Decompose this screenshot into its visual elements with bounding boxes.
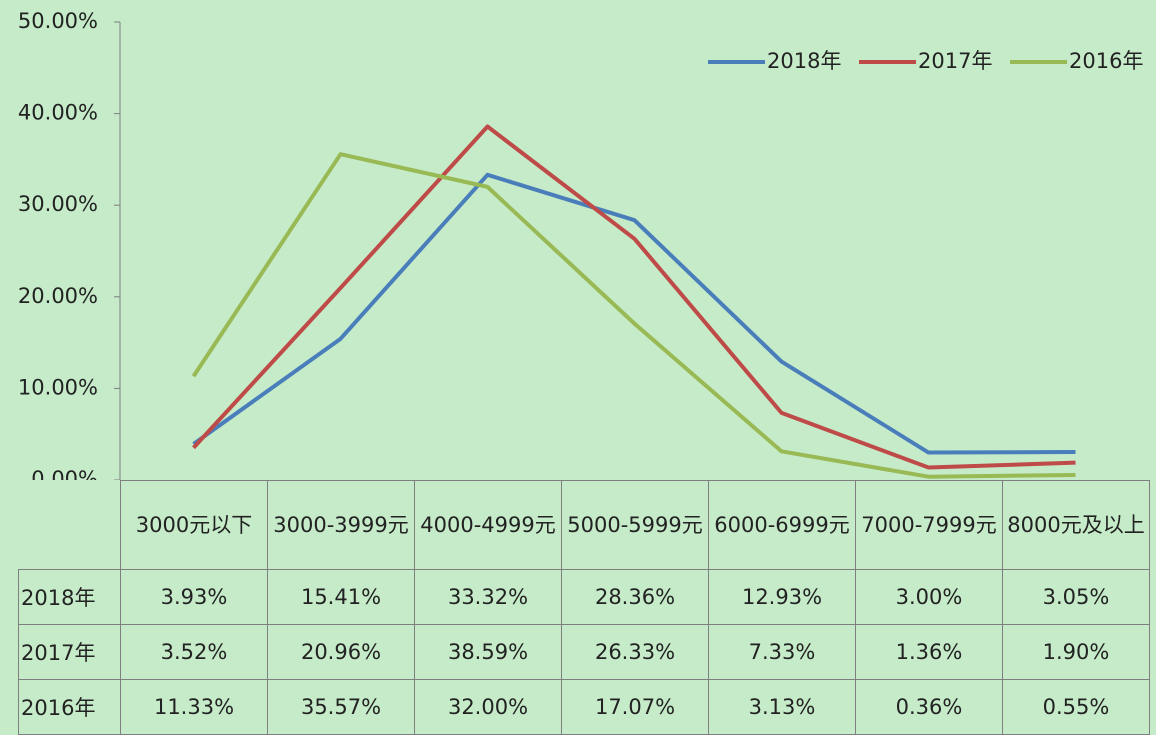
x-tick-label: 3000元以下 xyxy=(120,480,268,570)
value-label: 3.05% xyxy=(1002,569,1150,625)
x-tick-label: 4000-4999元 xyxy=(414,480,562,570)
x-tick-label: 6000-6999元 xyxy=(708,480,856,570)
value-label: 0.55% xyxy=(1002,679,1150,735)
value-label: 3.52% xyxy=(120,624,268,680)
value-label: 15.41% xyxy=(267,569,415,625)
value-label: 3.93% xyxy=(120,569,268,625)
value-label: 0.36% xyxy=(855,679,1003,735)
data-row: 2016年 11.33% 35.57% 32.00% 17.07% 3.13% 0.36% 0… xyxy=(18,679,1150,735)
value-label: 11.33% xyxy=(120,679,268,735)
y-tick-label: 20.00% xyxy=(18,284,98,308)
value-label: 38.59% xyxy=(414,624,562,680)
value-label: 7.33% xyxy=(708,624,856,680)
x-tick-label: 3000-3999元 xyxy=(267,480,415,570)
header-row: 3000元以下 3000-3999元 4000-4999元 5000-5999元 600… xyxy=(18,480,1150,570)
line-series xyxy=(192,172,1076,455)
data-row: 2017年 3.52% 20.96% 38.59% 26.33% 7.33% 1.36% 1.… xyxy=(18,624,1150,680)
data-row: 2018年 3.93% 15.41% 33.32% 28.36% 12.93% 3.00% 3… xyxy=(18,569,1150,625)
value-label: 33.32% xyxy=(414,569,562,625)
blank-cell xyxy=(18,480,121,570)
value-label: 12.93% xyxy=(708,569,856,625)
value-label: 3.00% xyxy=(855,569,1003,625)
legend-label: 2016年 xyxy=(1069,49,1143,73)
x-tick-label: 5000-5999元 xyxy=(561,480,709,570)
chart: 0.00% 10.00% 20.00% 30.00% 40.00% 50.00% 2018年… xyxy=(18,9,1143,480)
value-label: 26.33% xyxy=(561,624,709,680)
value-label: 17.07% xyxy=(561,679,709,735)
y-tick-label: 50.00% xyxy=(18,9,98,33)
value-label: 35.57% xyxy=(267,679,415,735)
x-tick-label: 7000-7999元 xyxy=(855,480,1003,570)
row-label: 2016年 xyxy=(18,679,121,735)
x-tick-label: 8000元及以上 xyxy=(1002,480,1150,570)
y-tick-label: 30.00% xyxy=(18,192,98,216)
line-series xyxy=(191,152,1076,479)
value-label: 28.36% xyxy=(561,569,709,625)
page: 0.00% 10.00% 20.00% 30.00% 40.00% 50.00% 2018年… xyxy=(17,9,1150,735)
legend-label: 2018年 xyxy=(767,49,841,73)
line-series xyxy=(192,124,1076,470)
value-label: 20.96% xyxy=(267,624,415,680)
y-tick-label: 0.00% xyxy=(31,467,98,480)
data-table: 3000元以下 3000-3999元 4000-4999元 5000-5999元 600… xyxy=(18,480,1150,735)
row-label: 2017年 xyxy=(18,624,121,680)
y-tick-label: 40.00% xyxy=(18,101,98,125)
value-label: 1.90% xyxy=(1002,624,1150,680)
row-label: 2018年 xyxy=(18,569,121,625)
y-tick-label: 10.00% xyxy=(18,375,98,399)
value-label: 3.13% xyxy=(708,679,856,735)
legend-label: 2017年 xyxy=(918,49,992,73)
value-label: 32.00% xyxy=(414,679,562,735)
value-label: 1.36% xyxy=(855,624,1003,680)
